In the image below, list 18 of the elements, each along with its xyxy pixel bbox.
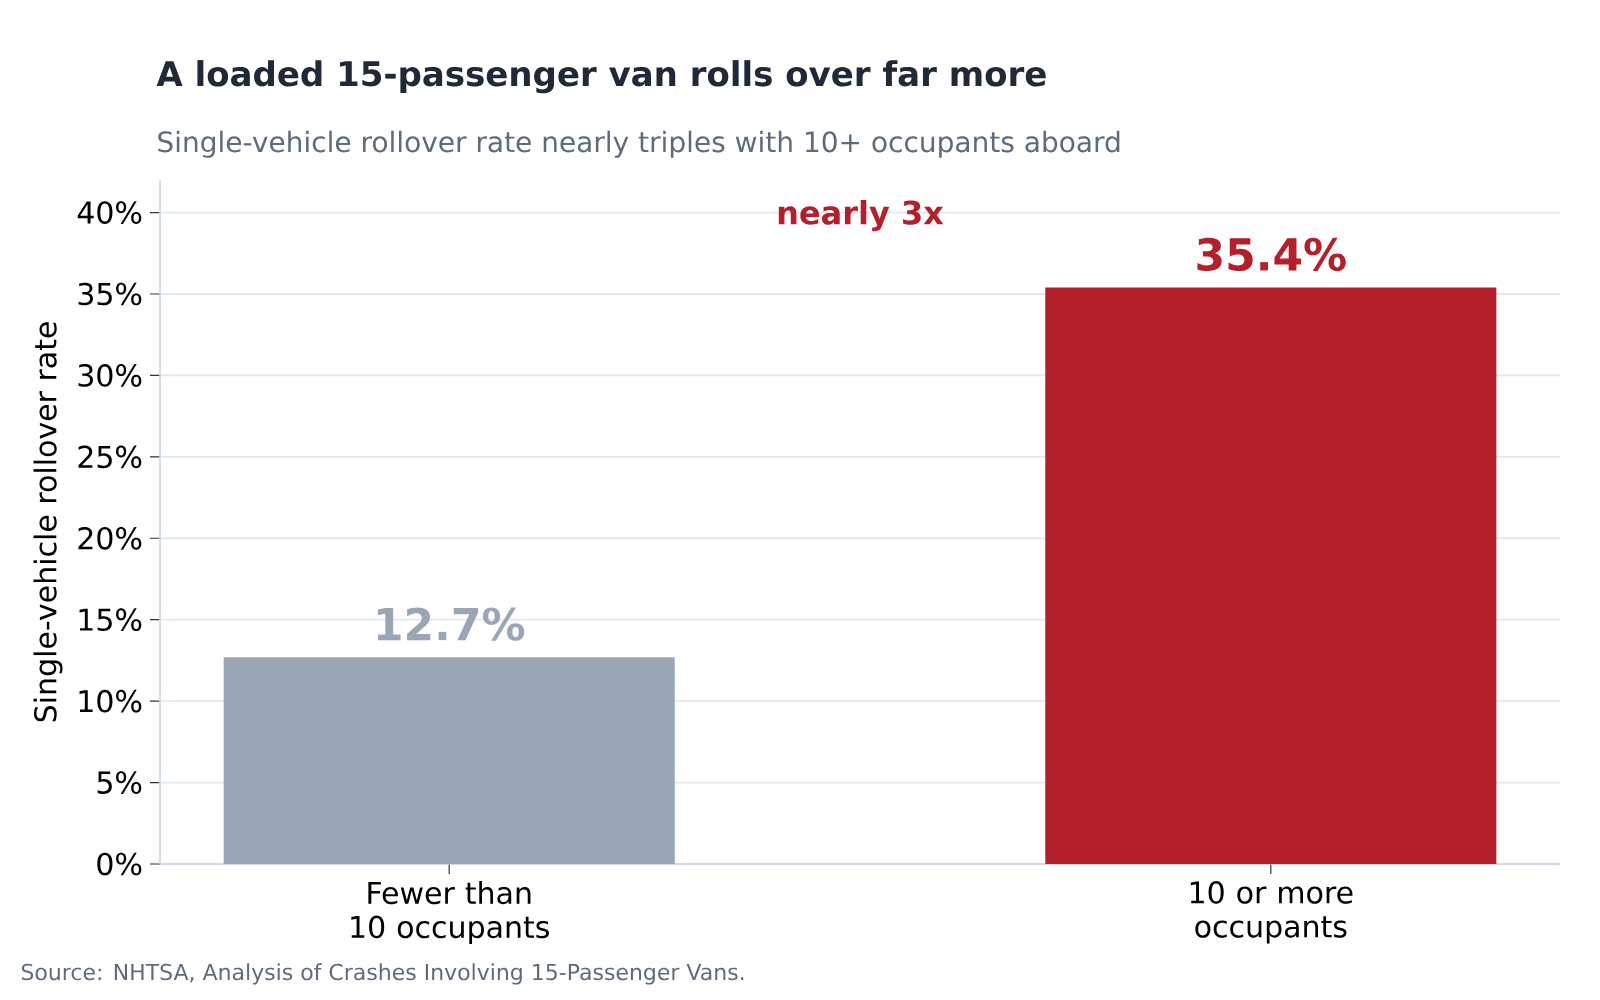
y-tick-label: 5% bbox=[97, 771, 142, 794]
y-tick-label: 25% bbox=[78, 445, 142, 469]
source-note: Source: NHTSA, Analysis of Crashes Involving 15-Passenger Vans. bbox=[21, 963, 744, 985]
annotation: nearly 3x bbox=[778, 199, 944, 232]
y-tick-label: 35% bbox=[78, 282, 142, 306]
chart-subtitle: Single-vehicle rollover rate nearly triples with 10+ occupants aboard bbox=[158, 130, 1120, 158]
y-tick-label: 0% bbox=[97, 852, 142, 876]
y-tick-label: 40% bbox=[77, 201, 142, 224]
data-label: 35.4% bbox=[1197, 237, 1346, 272]
y-tick-label: 10% bbox=[79, 689, 142, 713]
x-tick-label: 10 or more occupants bbox=[1190, 881, 1353, 944]
y-tick-label: 20% bbox=[78, 526, 142, 550]
data-label: 12.7% bbox=[377, 607, 525, 641]
chart-title: A loaded 15-passenger van rolls over far more bbox=[156, 60, 1046, 94]
x-tick-label: Fewer than 10 occupants bbox=[351, 881, 549, 945]
y-tick-label: 15% bbox=[79, 608, 142, 632]
y-tick-label: 30% bbox=[78, 364, 142, 387]
y-axis-title: Single-vehicle rollover rate bbox=[33, 322, 63, 722]
